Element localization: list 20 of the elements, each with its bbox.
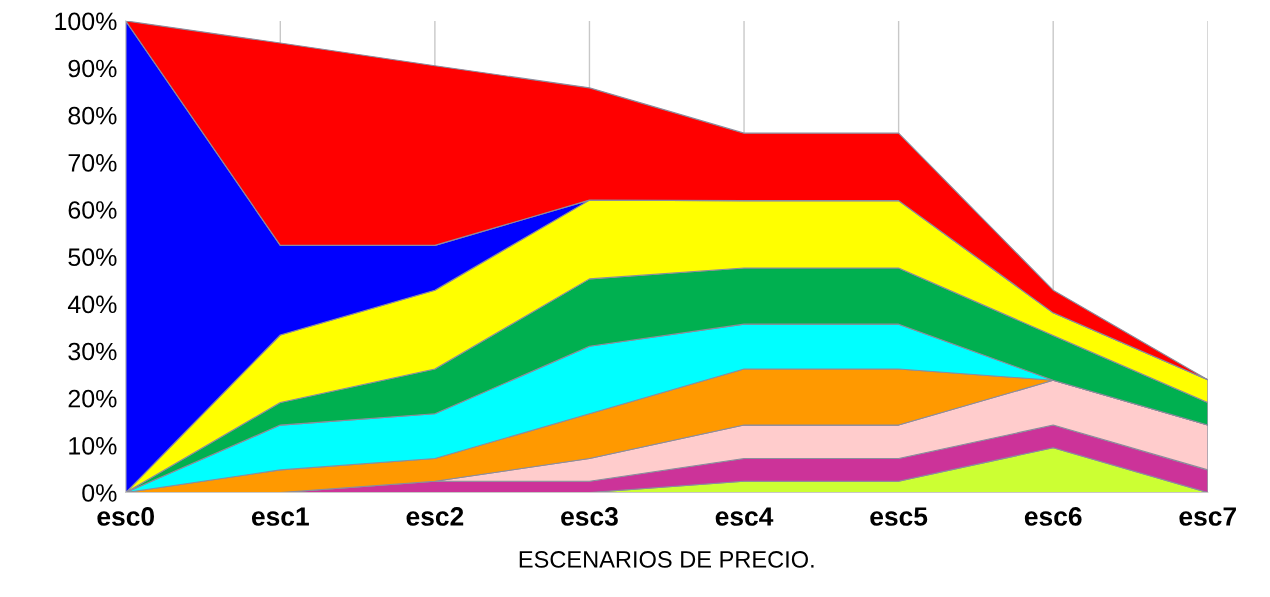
y-tick-label: 10% — [69, 436, 117, 455]
x-tick-label: esc1 — [251, 507, 309, 526]
y-tick-label: 40% — [67, 295, 117, 314]
x-tick-label: esc4 — [715, 507, 774, 526]
y-tick-label: 100% — [55, 12, 117, 31]
y-tick-label: 0% — [82, 484, 117, 502]
x-axis-title: ESCENARIOS DE PRECIO. — [519, 551, 814, 568]
y-tick-label: 70% — [68, 153, 117, 172]
x-tick-label: esc7 — [1179, 507, 1236, 526]
y-tick-label: 50% — [68, 248, 117, 267]
x-tick-label: esc2 — [406, 507, 464, 526]
y-tick-label: 60% — [68, 201, 117, 219]
x-tick-label: esc3 — [561, 507, 618, 526]
x-tick-label: esc0 — [97, 507, 154, 526]
x-tick-label: esc5 — [870, 507, 928, 526]
y-tick-label: 80% — [68, 106, 117, 125]
x-tick-label: esc6 — [1024, 507, 1082, 526]
y-tick-label: 30% — [68, 342, 117, 361]
y-tick-label: 20% — [68, 389, 117, 408]
y-tick-label: 90% — [68, 59, 117, 78]
